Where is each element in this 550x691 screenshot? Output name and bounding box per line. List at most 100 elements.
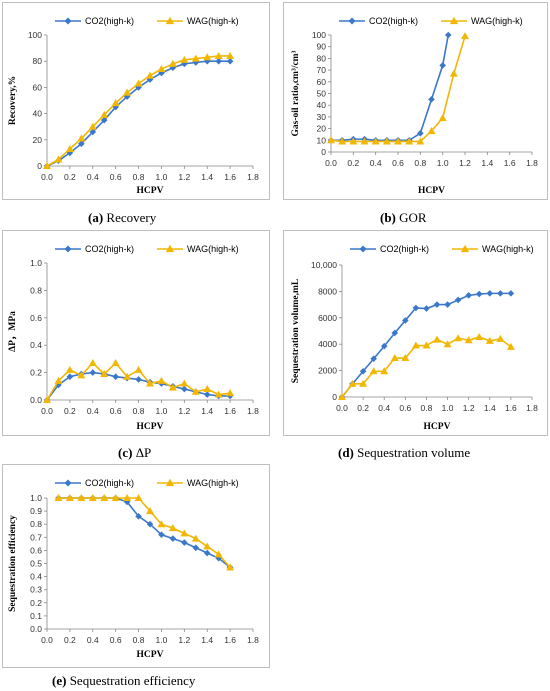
data-point (427, 126, 436, 134)
x-tick-label: 0.2 (64, 635, 76, 645)
data-point (449, 69, 458, 77)
data-point (192, 544, 200, 552)
x-tick-label: 0.0 (41, 172, 53, 182)
y-tick-label: 0.0 (30, 624, 42, 634)
x-tick-label: 0.8 (133, 172, 145, 182)
data-point (461, 32, 469, 40)
data-point (411, 341, 420, 349)
x-tick-label: 1.6 (224, 635, 236, 645)
x-tick-label: 0.6 (392, 158, 404, 168)
x-tick-label: 1.6 (505, 403, 517, 413)
y-axis-label: Sequestration volume,mL (291, 279, 301, 384)
data-point (123, 372, 132, 380)
y-tick-label: 0.5 (30, 559, 42, 569)
series-wag (327, 32, 469, 145)
y-tick-label: 90 (317, 42, 327, 52)
data-point (88, 494, 97, 501)
data-point (394, 137, 402, 145)
data-point (390, 354, 399, 362)
data-point (135, 513, 142, 520)
data-point (89, 128, 97, 136)
data-point (66, 373, 74, 381)
x-tick-label: 0.6 (399, 403, 411, 413)
x-tick-label: 1.4 (201, 172, 213, 182)
data-point (485, 336, 494, 344)
y-tick-label: 0.4 (30, 340, 42, 350)
x-tick-label: 1.8 (247, 172, 259, 182)
data-point (417, 129, 424, 137)
data-point (422, 341, 431, 349)
data-point (158, 69, 165, 77)
legend-label: WAG(high-k) (482, 244, 534, 254)
data-point (497, 290, 504, 297)
legend-marker (449, 16, 459, 25)
data-point (100, 494, 109, 501)
legend-item: CO2(high-k) (55, 16, 134, 26)
data-point (349, 137, 358, 145)
legend-label: CO2(high-k) (85, 16, 134, 26)
y-tick-label: 100 (312, 30, 326, 40)
y-tick-label: 40 (317, 100, 327, 110)
data-point (443, 340, 452, 348)
legend-item: WAG(high-k) (452, 244, 534, 254)
caption-delta-p: (c) ΔP (118, 445, 152, 460)
y-tick-label: 6000 (318, 313, 337, 323)
data-point (465, 292, 472, 299)
series-wag (54, 494, 235, 571)
legend-label: WAG(high-k) (471, 16, 523, 26)
legend-marker (165, 478, 175, 487)
x-tick-label: 1.4 (201, 635, 213, 645)
x-tick-label: 1.8 (247, 406, 259, 416)
data-point (134, 79, 143, 87)
chart-panel-sequestration-efficiency: 0.0 0.2 0.4 0.6 0.8 1.0 1.2 1.4 1.6 1.8 0.0 0.1 0.2 0… (2, 464, 270, 668)
data-point (338, 137, 347, 145)
y-tick-label: 0.7 (30, 532, 42, 542)
data-point (77, 371, 86, 379)
data-point (89, 369, 97, 376)
data-point (359, 379, 368, 387)
data-point (496, 334, 505, 342)
x-tick-label: 0.2 (64, 406, 76, 416)
x-tick-label: 0.8 (414, 158, 426, 168)
x-tick-label: 1.4 (481, 158, 493, 168)
data-point (157, 376, 166, 384)
y-tick-label: 0.6 (30, 545, 42, 555)
x-tick-label: 0.6 (110, 635, 122, 645)
legend-marker (64, 17, 72, 25)
y-tick-label: 1.0 (30, 493, 42, 503)
legend-item: WAG(high-k) (157, 478, 239, 488)
chart-panel-sequestration-volume: 0.0 0.2 0.4 0.6 0.8 1.0 1.2 1.4 1.6 1.8 0 2000 4000 6… (283, 230, 548, 436)
x-axis-label: HCPV (137, 186, 164, 196)
x-tick-label: 1.8 (247, 635, 259, 645)
y-axis-label: Recovery,% (8, 76, 18, 125)
y-tick-label: 0.9 (30, 506, 42, 516)
y-tick-label: 10 (317, 135, 327, 145)
data-point (191, 534, 200, 542)
data-point (226, 51, 235, 59)
y-tick-label: 100 (28, 30, 42, 40)
data-point (135, 376, 142, 383)
data-point (191, 54, 200, 62)
x-axis-label: HCPV (137, 650, 164, 660)
data-point (134, 365, 143, 373)
data-point (327, 136, 335, 144)
data-point (428, 96, 435, 103)
data-point (433, 335, 441, 343)
x-tick-label: 1.0 (437, 158, 449, 168)
data-point (439, 62, 446, 69)
recovery-chart: 0.0 0.2 0.4 0.6 0.8 1.0 1.2 1.4 1.6 1.8 0 20 40 60 80 1… (8, 16, 259, 196)
data-point (454, 296, 462, 304)
data-point (454, 334, 463, 342)
y-tick-label: 0.3 (30, 585, 42, 595)
data-point (111, 99, 120, 107)
x-tick-label: 0.2 (64, 172, 76, 182)
data-point (54, 376, 63, 384)
legend-label: CO2(high-k) (85, 244, 134, 254)
data-point (54, 494, 63, 501)
chart-panel-gor: 0.0 0.2 0.4 0.6 0.8 1.0 1.2 1.4 1.6 1.8 0 10 20 30 40 5… (283, 2, 548, 200)
data-point (43, 162, 51, 169)
y-tick-label: 20 (317, 124, 327, 134)
x-tick-label: 0.2 (357, 403, 369, 413)
y-tick-label: 0 (37, 161, 42, 171)
